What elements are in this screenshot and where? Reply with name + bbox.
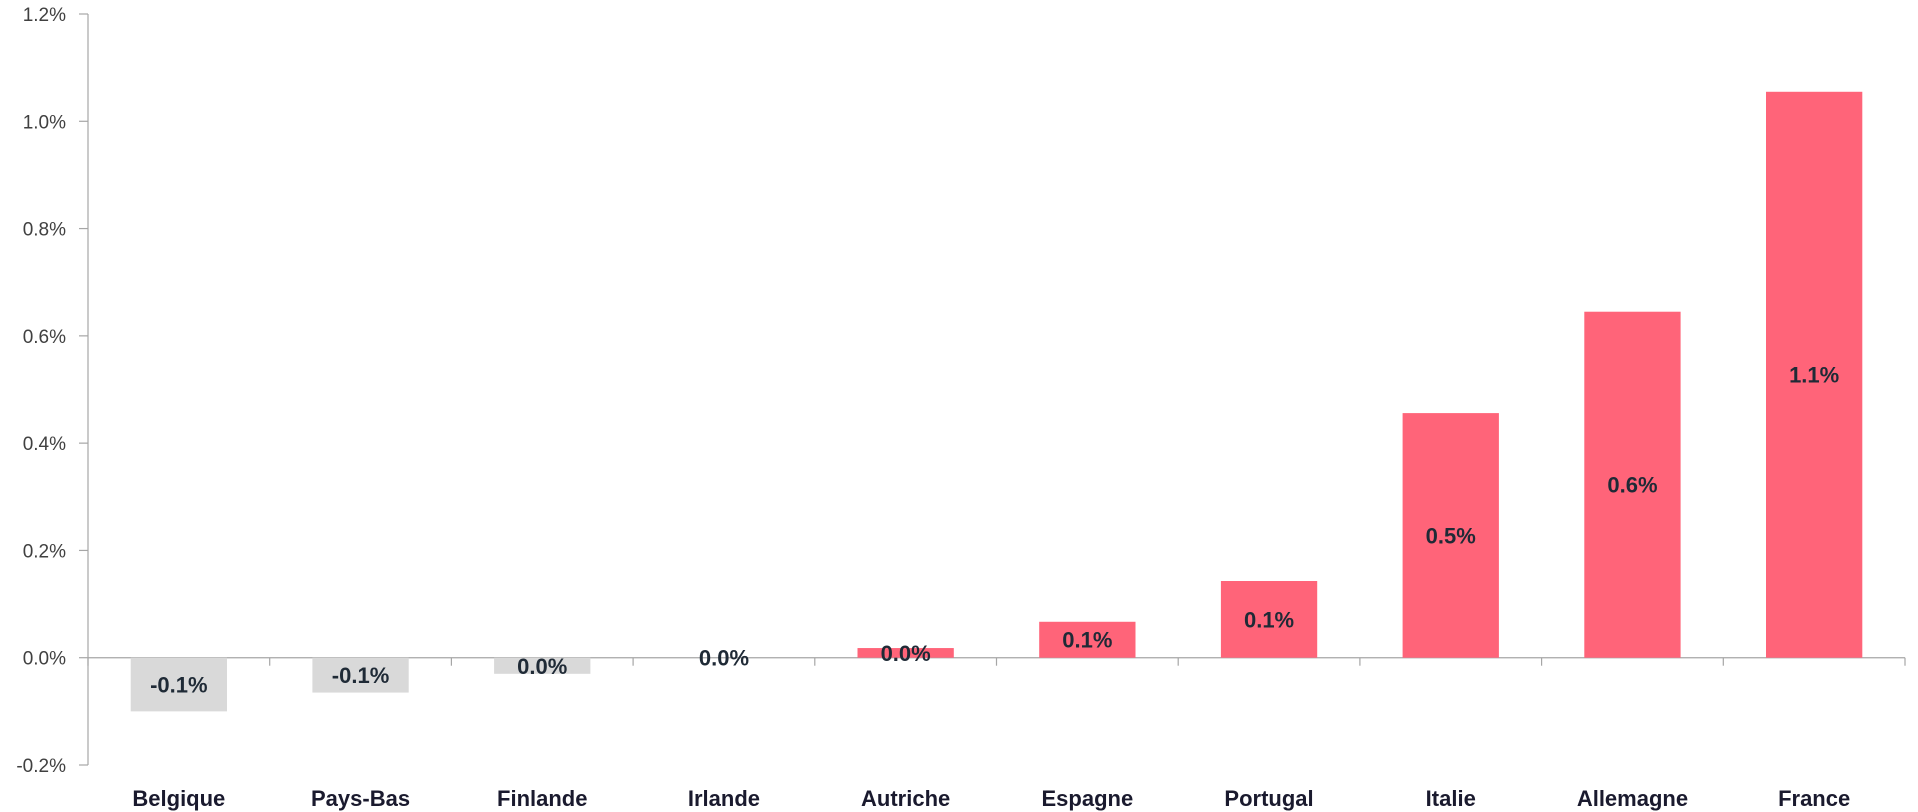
y-tick-label: 0.4% — [23, 434, 66, 455]
bar-belgique — [130, 657, 228, 712]
category-label: Belgique — [132, 786, 225, 811]
data-label: 0.1% — [1244, 607, 1294, 632]
y-axis: -0.2% 0.0% 0.2% 0.4% 0.6% 0.8% 1.0% 1.2% — [16, 5, 89, 777]
bar-allemagne — [1584, 311, 1681, 658]
category-label: Pays-Bas — [311, 786, 410, 811]
data-label: -0.1% — [332, 663, 389, 688]
y-tick-label: 0.6% — [23, 327, 66, 348]
data-label: 0.0% — [517, 654, 567, 679]
category-label: Portugal — [1224, 786, 1313, 811]
bar-autriche — [857, 648, 954, 658]
data-label: 1.1% — [1789, 363, 1839, 388]
data-labels: -0.1% -0.1% 0.0% 0.0% 0.0% 0.1% 0.1% 0.5% 0.6% 1.… — [150, 363, 1839, 698]
y-tick-label: 0.8% — [23, 220, 66, 241]
data-label: 0.6% — [1607, 473, 1657, 498]
data-label: 0.0% — [881, 641, 931, 666]
y-tick-label: 0.0% — [23, 649, 66, 670]
category-label: Finlande — [497, 786, 587, 811]
category-label: France — [1778, 786, 1850, 811]
data-label: 0.5% — [1426, 523, 1476, 548]
bar-france — [1765, 91, 1863, 658]
category-label: Autriche — [861, 786, 950, 811]
bar-finlande — [494, 657, 591, 674]
data-label: -0.1% — [150, 673, 207, 698]
bar-italie — [1402, 413, 1499, 658]
category-label: Espagne — [1041, 786, 1133, 811]
data-label: 0.0% — [699, 646, 749, 671]
y-tick-label: -0.2% — [16, 756, 66, 777]
bar-portugal — [1220, 581, 1318, 658]
y-tick-label: 0.2% — [23, 541, 66, 562]
category-label: Irlande — [688, 786, 760, 811]
data-label: 0.1% — [1062, 628, 1112, 653]
category-label: Italie — [1426, 786, 1476, 811]
bar-pays-bas — [312, 657, 409, 693]
x-axis: Belgique Pays-Bas Finlande Irlande Autriche E… — [87, 657, 1906, 811]
y-tick-label: 1.0% — [23, 112, 66, 133]
bars — [130, 91, 1863, 712]
category-label: Allemagne — [1577, 786, 1688, 811]
bar-espagne — [1039, 621, 1136, 658]
y-tick-label: 1.2% — [23, 5, 66, 26]
